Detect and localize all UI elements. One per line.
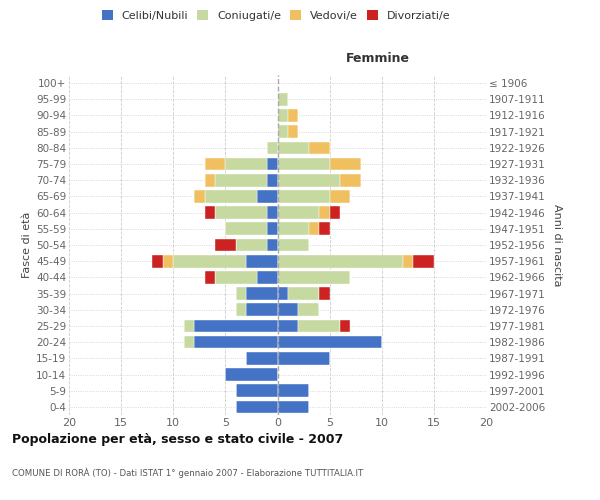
Bar	[277, 271, 350, 283]
Bar	[226, 158, 267, 170]
Bar	[298, 304, 319, 316]
Bar	[277, 222, 309, 235]
Bar	[152, 255, 163, 268]
Bar	[236, 238, 267, 252]
Bar	[309, 222, 319, 235]
Bar	[215, 238, 236, 252]
Bar	[194, 320, 277, 332]
Bar	[246, 288, 277, 300]
Bar	[267, 206, 277, 219]
Bar	[298, 320, 340, 332]
Bar	[236, 288, 246, 300]
Bar	[236, 384, 277, 397]
Text: Popolazione per età, sesso e stato civile - 2007: Popolazione per età, sesso e stato civil…	[12, 432, 343, 446]
Bar	[215, 206, 267, 219]
Y-axis label: Anni di nascita: Anni di nascita	[552, 204, 562, 286]
Bar	[226, 368, 277, 381]
Bar	[288, 126, 298, 138]
Bar	[309, 142, 329, 154]
Bar	[319, 288, 329, 300]
Bar	[257, 190, 277, 202]
Bar	[257, 271, 277, 283]
Bar	[205, 174, 215, 186]
Bar	[329, 206, 340, 219]
Bar	[215, 174, 267, 186]
Bar	[194, 336, 277, 348]
Bar	[277, 206, 319, 219]
Bar	[267, 174, 277, 186]
Bar	[277, 320, 298, 332]
Bar	[184, 320, 194, 332]
Bar	[277, 238, 309, 252]
Bar	[236, 400, 277, 413]
Bar	[215, 271, 257, 283]
Bar	[205, 271, 215, 283]
Bar	[319, 222, 329, 235]
Bar	[173, 255, 246, 268]
Bar	[319, 206, 329, 219]
Bar	[277, 126, 288, 138]
Bar	[277, 109, 288, 122]
Bar	[205, 206, 215, 219]
Bar	[277, 174, 340, 186]
Bar	[267, 142, 277, 154]
Bar	[277, 255, 403, 268]
Bar	[277, 288, 288, 300]
Bar	[277, 158, 329, 170]
Bar	[277, 142, 309, 154]
Bar	[205, 190, 257, 202]
Y-axis label: Fasce di età: Fasce di età	[22, 212, 32, 278]
Bar	[194, 190, 205, 202]
Bar	[267, 222, 277, 235]
Bar	[277, 93, 288, 106]
Text: Femmine: Femmine	[346, 52, 410, 65]
Bar	[163, 255, 173, 268]
Bar	[329, 158, 361, 170]
Bar	[340, 174, 361, 186]
Text: COMUNE DI RORÀ (TO) - Dati ISTAT 1° gennaio 2007 - Elaborazione TUTTITALIA.IT: COMUNE DI RORÀ (TO) - Dati ISTAT 1° genn…	[12, 468, 363, 478]
Bar	[413, 255, 434, 268]
Bar	[277, 384, 309, 397]
Bar	[403, 255, 413, 268]
Bar	[246, 304, 277, 316]
Bar	[267, 238, 277, 252]
Bar	[329, 190, 350, 202]
Bar	[277, 400, 309, 413]
Bar	[267, 158, 277, 170]
Legend: Celibi/Nubili, Coniugati/e, Vedovi/e, Divorziati/e: Celibi/Nubili, Coniugati/e, Vedovi/e, Di…	[100, 8, 452, 23]
Bar	[236, 304, 246, 316]
Bar	[340, 320, 350, 332]
Bar	[277, 336, 382, 348]
Bar	[226, 222, 267, 235]
Bar	[246, 352, 277, 364]
Bar	[277, 190, 329, 202]
Bar	[288, 288, 319, 300]
Bar	[288, 109, 298, 122]
Bar	[277, 304, 298, 316]
Bar	[277, 352, 329, 364]
Bar	[184, 336, 194, 348]
Bar	[205, 158, 226, 170]
Bar	[246, 255, 277, 268]
